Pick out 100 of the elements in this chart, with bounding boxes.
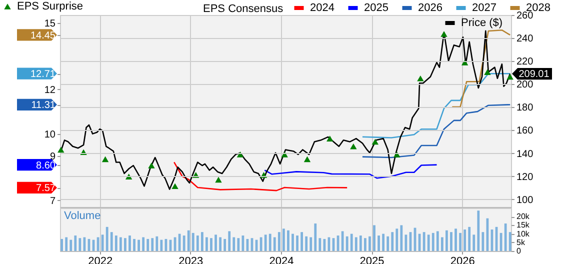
bar	[446, 230, 448, 251]
bar	[318, 238, 322, 251]
point	[148, 162, 155, 168]
bar	[354, 237, 358, 251]
bar	[187, 230, 190, 251]
bar	[386, 236, 390, 251]
bar	[156, 236, 158, 251]
bar	[196, 236, 199, 251]
bar	[440, 237, 444, 251]
bar	[124, 238, 126, 251]
point	[417, 75, 424, 82]
point	[102, 156, 109, 162]
y2-tick-label: 180	[516, 102, 534, 114]
legend-label: 2026	[418, 2, 442, 14]
bar	[237, 238, 240, 251]
bar	[278, 232, 280, 251]
bar	[70, 240, 72, 251]
bar	[341, 231, 344, 251]
bar	[273, 237, 276, 251]
point	[58, 146, 64, 153]
bar	[74, 236, 77, 251]
y-tick-label: 15	[44, 18, 56, 30]
point	[215, 176, 222, 183]
bar	[468, 226, 471, 251]
bar	[214, 234, 217, 251]
y2-tick-label: 10k	[516, 229, 530, 238]
bar	[210, 238, 212, 251]
y-tick-label: 7.57	[36, 183, 56, 194]
bar	[78, 238, 82, 251]
legend-label: 2024	[310, 2, 334, 14]
y-tick-label: 11.31	[31, 100, 56, 112]
bar	[228, 231, 231, 251]
point	[326, 136, 334, 142]
y2-tick-label: 140	[516, 148, 534, 160]
bar	[400, 225, 403, 251]
data-label: 209.01	[518, 68, 550, 80]
bar	[287, 230, 290, 251]
bar	[300, 232, 303, 251]
bar	[359, 236, 362, 251]
bar	[119, 237, 122, 251]
y2-tick-label: 120	[516, 172, 534, 183]
legend-label: 2027	[472, 2, 496, 14]
bar	[422, 232, 426, 251]
bar	[106, 226, 108, 251]
line-series	[451, 29, 511, 108]
y2-tick-label: 220	[516, 56, 534, 68]
bar	[396, 228, 398, 251]
bar	[482, 232, 484, 251]
bar	[350, 234, 353, 251]
y-tick-label: 14.45	[30, 30, 56, 42]
bar	[436, 231, 439, 251]
y2-tick-label: 20k	[516, 212, 530, 222]
line-series	[173, 162, 348, 192]
bar	[296, 236, 298, 251]
point	[506, 74, 514, 80]
y-tick-label: 9	[50, 151, 56, 162]
bar	[508, 232, 512, 251]
bar	[450, 232, 452, 251]
bar	[310, 237, 312, 251]
bar	[432, 232, 434, 251]
bar	[232, 237, 236, 251]
bar	[292, 234, 294, 251]
bar	[373, 225, 376, 251]
bar	[314, 223, 317, 251]
bar	[305, 236, 308, 251]
point	[394, 152, 400, 158]
y2-tick-label: 160	[516, 126, 534, 137]
bar	[378, 236, 380, 251]
bar	[133, 238, 136, 251]
legend-label: Price ($)	[461, 17, 503, 29]
bar	[364, 238, 366, 251]
bar	[504, 223, 507, 251]
bar	[282, 228, 285, 251]
bar	[323, 238, 326, 251]
legend-label: 2025	[364, 2, 388, 14]
bar	[219, 237, 222, 251]
line-series	[264, 164, 438, 179]
y2-tick-label: 200	[516, 80, 534, 91]
bar	[464, 230, 466, 251]
bar	[477, 210, 480, 251]
y2-tick-label: 260	[516, 10, 534, 22]
point	[304, 156, 311, 162]
bar	[182, 236, 186, 251]
point	[172, 183, 178, 190]
y-tick-label: 12.71	[30, 69, 56, 80]
y-tick-label: 12	[44, 84, 56, 96]
bar	[224, 238, 226, 251]
point	[440, 31, 448, 37]
point	[236, 152, 244, 158]
y-tick-label: 8.60	[36, 160, 56, 172]
point	[484, 69, 491, 75]
bar	[391, 232, 394, 251]
bar	[346, 236, 348, 251]
bar	[206, 237, 208, 251]
bar	[368, 236, 371, 251]
line-series	[362, 104, 511, 158]
bar	[146, 238, 150, 251]
bar	[268, 234, 272, 251]
bar	[114, 236, 118, 251]
bar	[200, 232, 204, 251]
